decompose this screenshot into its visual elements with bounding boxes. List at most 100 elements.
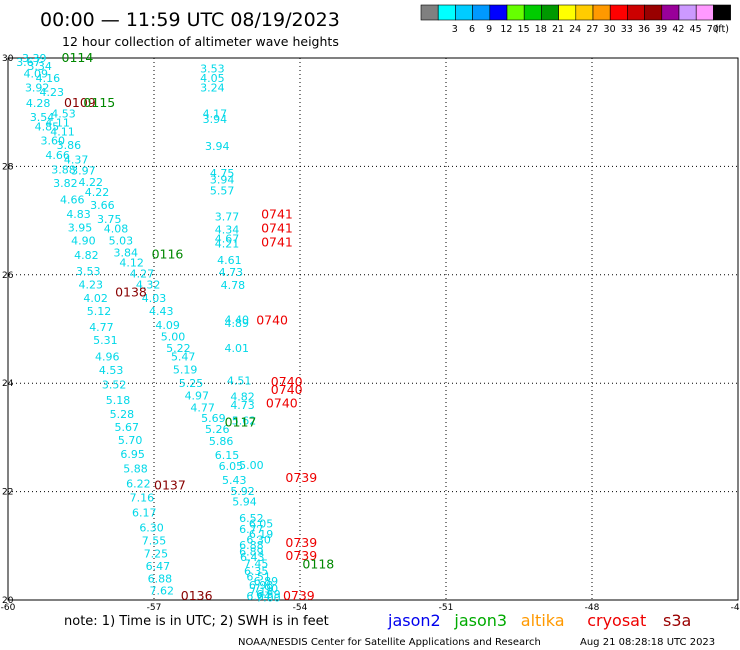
wave-height-value: 4.03 xyxy=(142,292,167,305)
pass-label: 0739 xyxy=(285,535,317,550)
satellite-name: s3a xyxy=(663,611,691,630)
wave-height-value: 6.89 xyxy=(254,575,279,588)
wave-height-value: 5.57 xyxy=(210,185,235,198)
pass-label: 0137 xyxy=(154,477,186,492)
lon-tick-label: -57 xyxy=(147,603,162,613)
legend-label: 33 xyxy=(621,24,633,35)
lon-tick-label: -45 xyxy=(731,603,740,613)
pass-label: 0117 xyxy=(225,415,257,430)
lon-tick-label: -48 xyxy=(585,603,600,613)
legend-swatch xyxy=(541,4,559,21)
wave-height-value: 5.43 xyxy=(222,474,247,487)
wave-height-value: 5.12 xyxy=(87,305,112,318)
wave-height-value: 3.92 xyxy=(25,82,50,95)
pass-label: 0118 xyxy=(302,557,334,572)
wave-height-value: 4.40 xyxy=(224,314,249,327)
wave-height-value: 7.62 xyxy=(150,585,175,598)
wave-height-value: 6.59 xyxy=(256,588,281,601)
wave-height-value: 3.39 xyxy=(22,52,47,65)
wave-height-value: 3.94 xyxy=(205,140,230,153)
wave-height-value: 7.45 xyxy=(244,557,269,570)
pass-label: 0741 xyxy=(261,221,293,236)
pass-label: 0740 xyxy=(271,374,303,389)
satellite-name: jason2 xyxy=(387,611,441,630)
wave-height-value: 4.77 xyxy=(89,321,114,334)
legend-label: 6 xyxy=(469,24,475,35)
wave-height-value: 5.18 xyxy=(106,394,131,407)
wave-height-value: 3.97 xyxy=(71,165,96,178)
wave-height-value: 4.12 xyxy=(119,257,144,270)
lat-tick-label: 20 xyxy=(2,596,14,606)
wave-height-value: 3.75 xyxy=(97,213,122,226)
plot-frame xyxy=(7,57,739,601)
wave-height-value: 4.53 xyxy=(99,364,124,377)
wave-height-value: 4.97 xyxy=(185,389,210,402)
wave-height-value: 6.17 xyxy=(132,507,157,520)
wave-height-value: 4.34 xyxy=(215,224,240,237)
wave-height-value: 4.23 xyxy=(78,278,103,291)
pass-label: 0739 xyxy=(285,548,317,563)
wave-height-value: 6.05 xyxy=(249,517,274,530)
wave-height-value: 5.70 xyxy=(118,434,143,447)
wave-height-value: 6.52 xyxy=(239,512,264,525)
legend-swatch xyxy=(713,4,731,21)
wave-height-value: 5.03 xyxy=(109,234,134,247)
legend-swatch xyxy=(644,4,663,21)
pass-labels: 0114010901150116013807410741074107400740… xyxy=(62,50,335,603)
wave-height-value: 5.22 xyxy=(166,342,191,355)
timestamp-text: Aug 21 08:28:18 UTC 2023 xyxy=(580,637,715,648)
legend-swatch xyxy=(661,4,680,21)
pass-label: 0136 xyxy=(181,588,213,603)
pass-label: 0739 xyxy=(285,470,317,485)
map-title: 00:00 — 11:59 UTC 08/19/2023 xyxy=(40,9,340,31)
legend-swatch xyxy=(489,4,508,21)
wave-height-value: 4.23 xyxy=(40,86,65,99)
wave-height-value: 5.00 xyxy=(161,330,186,343)
footer-note: note: 1) Time is in UTC; 2) SWH is in fe… xyxy=(64,614,329,629)
legend-swatch xyxy=(472,4,491,21)
pass-label: 0116 xyxy=(152,247,184,262)
wave-height-value: 7.90 xyxy=(254,582,279,595)
legend-swatch xyxy=(695,4,714,21)
wave-height-value: 7.25 xyxy=(144,548,169,561)
wave-height-value: 4.09 xyxy=(155,319,180,332)
wave-height-value: 4.11 xyxy=(45,116,70,129)
lat-tick-label: 24 xyxy=(2,379,14,389)
wave-height-value: 4.27 xyxy=(130,268,155,281)
legend-swatch xyxy=(575,4,594,21)
legend-label: 27 xyxy=(586,24,598,35)
lat-tick-label: 30 xyxy=(2,54,14,64)
satellite-name: cryosat xyxy=(587,611,646,630)
wave-height-value: 7.18 xyxy=(249,586,274,599)
legend-label: 3 xyxy=(452,24,458,35)
satellite-name: altika xyxy=(521,611,565,630)
wave-height-value: 4.11 xyxy=(50,126,75,139)
wave-height-value: 6.43 xyxy=(240,551,265,564)
wave-height-value: 3.82 xyxy=(53,177,78,190)
legend-swatch xyxy=(627,4,645,21)
wave-height-value: 3.77 xyxy=(215,211,240,224)
wave-height-value: 6.64 xyxy=(246,590,271,603)
legend-swatch xyxy=(609,4,628,21)
wave-height-value: 4.51 xyxy=(227,374,252,387)
wave-height-value: 6.88 xyxy=(148,573,173,586)
wave-height-value: 4.61 xyxy=(217,254,242,267)
pass-label: 0739 xyxy=(283,588,315,603)
wave-height-value: 3.67 xyxy=(16,56,41,69)
wave-height-value: 5.47 xyxy=(171,350,196,363)
wave-height-value: 4.82 xyxy=(74,249,99,262)
legend-label: 30 xyxy=(604,24,616,35)
wave-height-value: 5.69 xyxy=(201,412,226,425)
lat-tick-label: 28 xyxy=(2,162,14,172)
legend-label: 9 xyxy=(486,24,492,35)
wave-height-value: 6.35 xyxy=(244,565,269,578)
wave-height-value: 6.47 xyxy=(146,560,171,573)
wave-height-value: 5.00 xyxy=(239,459,264,472)
wave-height-value: 5.94 xyxy=(232,496,257,509)
legend-swatch xyxy=(558,4,577,21)
pass-label: 0114 xyxy=(62,50,94,65)
legend-label: 12 xyxy=(500,24,512,35)
wave-height-value: 4.66 xyxy=(60,193,85,206)
wave-height-value: 3.86 xyxy=(57,139,82,152)
